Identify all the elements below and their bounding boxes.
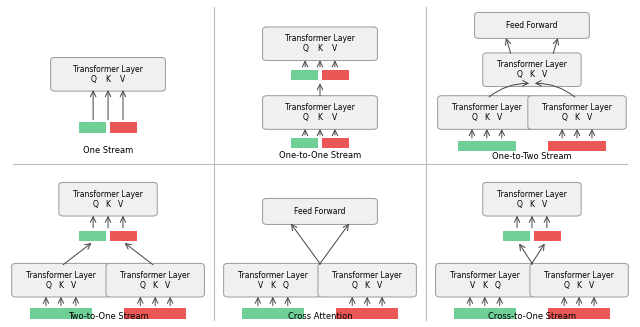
Text: V: V [332, 113, 337, 122]
Text: Transformer Layer: Transformer Layer [26, 271, 96, 280]
Text: Q: Q [302, 113, 308, 122]
Text: V: V [120, 75, 125, 84]
FancyBboxPatch shape [548, 308, 610, 319]
FancyBboxPatch shape [483, 53, 581, 87]
Text: Feed Forward: Feed Forward [506, 21, 557, 30]
FancyBboxPatch shape [79, 231, 106, 241]
Text: K: K [106, 200, 111, 209]
Text: Transformer Layer: Transformer Layer [497, 190, 567, 199]
Text: K: K [483, 281, 487, 290]
FancyBboxPatch shape [12, 263, 110, 297]
FancyBboxPatch shape [534, 231, 561, 241]
FancyBboxPatch shape [528, 96, 627, 129]
Text: Q: Q [471, 113, 477, 122]
Text: V: V [71, 281, 76, 290]
Text: K: K [484, 113, 490, 122]
Text: Q: Q [90, 75, 96, 84]
FancyBboxPatch shape [51, 58, 166, 91]
Text: One Stream: One Stream [83, 146, 133, 155]
Text: V: V [542, 200, 547, 209]
Text: Q: Q [516, 70, 522, 79]
FancyBboxPatch shape [483, 182, 581, 216]
FancyBboxPatch shape [106, 263, 204, 297]
FancyBboxPatch shape [436, 263, 534, 297]
FancyBboxPatch shape [548, 141, 605, 151]
FancyBboxPatch shape [322, 138, 349, 148]
Text: K: K [270, 281, 275, 290]
Text: Two-to-One Stream: Two-to-One Stream [68, 312, 148, 321]
Text: Q: Q [282, 281, 289, 290]
FancyBboxPatch shape [503, 231, 530, 241]
FancyBboxPatch shape [291, 138, 318, 148]
Text: V: V [165, 281, 170, 290]
Text: Transformer Layer: Transformer Layer [73, 190, 143, 199]
Text: Cross Attention: Cross Attention [288, 312, 352, 321]
FancyBboxPatch shape [530, 263, 628, 297]
Text: Transformer Layer: Transformer Layer [452, 103, 522, 112]
Text: V: V [470, 281, 475, 290]
FancyBboxPatch shape [223, 263, 322, 297]
FancyBboxPatch shape [454, 308, 516, 319]
FancyBboxPatch shape [291, 70, 318, 80]
Text: V: V [587, 113, 592, 122]
Text: Q: Q [302, 44, 308, 53]
Text: Q: Q [561, 113, 567, 122]
Text: Transformer Layer: Transformer Layer [332, 271, 402, 280]
FancyBboxPatch shape [30, 308, 92, 319]
Text: Transformer Layer: Transformer Layer [544, 271, 614, 280]
Text: Transformer Layer: Transformer Layer [238, 271, 308, 280]
FancyBboxPatch shape [110, 231, 137, 241]
FancyBboxPatch shape [262, 27, 378, 60]
Text: Q: Q [516, 200, 522, 209]
Text: Q: Q [140, 281, 145, 290]
FancyBboxPatch shape [124, 308, 186, 319]
Text: V: V [377, 281, 383, 290]
Text: Transformer Layer: Transformer Layer [285, 34, 355, 43]
FancyBboxPatch shape [458, 141, 516, 151]
Text: Q: Q [45, 281, 51, 290]
Text: Q: Q [93, 200, 99, 209]
Text: Feed Forward: Feed Forward [294, 207, 346, 216]
Text: K: K [153, 281, 157, 290]
Text: Transformer Layer: Transformer Layer [497, 60, 567, 69]
FancyBboxPatch shape [322, 70, 349, 80]
Text: V: V [589, 281, 595, 290]
Text: V: V [497, 113, 502, 122]
Text: V: V [542, 70, 547, 79]
Text: K: K [317, 44, 323, 53]
Text: K: K [365, 281, 370, 290]
Text: Cross-to-One Stream: Cross-to-One Stream [488, 312, 576, 321]
FancyBboxPatch shape [337, 308, 398, 319]
FancyBboxPatch shape [438, 96, 536, 129]
Text: V: V [118, 200, 124, 209]
Text: K: K [577, 281, 582, 290]
Text: Transformer Layer: Transformer Layer [450, 271, 520, 280]
Text: V: V [332, 44, 337, 53]
FancyBboxPatch shape [59, 182, 157, 216]
FancyBboxPatch shape [242, 308, 303, 319]
Text: Transformer Layer: Transformer Layer [73, 65, 143, 74]
FancyBboxPatch shape [474, 12, 589, 38]
Text: K: K [106, 75, 111, 84]
FancyBboxPatch shape [262, 198, 378, 224]
FancyBboxPatch shape [318, 263, 417, 297]
FancyBboxPatch shape [79, 122, 106, 133]
Text: K: K [575, 113, 580, 122]
FancyBboxPatch shape [110, 122, 137, 133]
Text: Q: Q [495, 281, 500, 290]
FancyBboxPatch shape [262, 96, 378, 129]
Text: Transformer Layer: Transformer Layer [120, 271, 190, 280]
Text: K: K [58, 281, 63, 290]
Text: K: K [317, 113, 323, 122]
Text: Q: Q [564, 281, 570, 290]
Text: One-to-Two Stream: One-to-Two Stream [492, 152, 572, 161]
Text: K: K [529, 70, 534, 79]
Text: Transformer Layer: Transformer Layer [542, 103, 612, 112]
Text: V: V [257, 281, 263, 290]
Text: One-to-One Stream: One-to-One Stream [279, 151, 361, 160]
Text: K: K [529, 200, 534, 209]
Text: Transformer Layer: Transformer Layer [285, 103, 355, 112]
Text: Q: Q [351, 281, 358, 290]
